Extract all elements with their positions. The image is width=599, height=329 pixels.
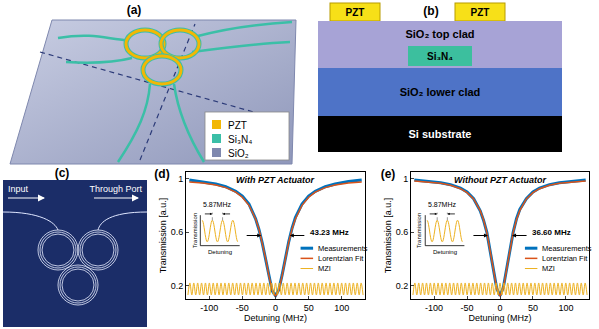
svg-text:0: 0 — [497, 303, 502, 313]
svg-text:SiO₂: SiO₂ — [228, 148, 249, 159]
svg-text:Measurements: Measurements — [542, 244, 592, 253]
svg-text:With PZT Actuator: With PZT Actuator — [236, 175, 315, 185]
svg-text:0.6: 0.6 — [171, 227, 184, 237]
svg-text:Transmission: Transmission — [192, 213, 198, 248]
svg-text:Detuning (MHz): Detuning (MHz) — [244, 313, 307, 323]
svg-text:Through Port: Through Port — [89, 184, 142, 194]
svg-text:Detuning (MHz): Detuning (MHz) — [468, 313, 531, 323]
svg-text:0.6: 0.6 — [396, 227, 409, 237]
svg-text:Si₃N₄: Si₃N₄ — [228, 134, 252, 145]
svg-text:-100: -100 — [425, 303, 443, 313]
svg-text:Detuning: Detuning — [208, 249, 232, 255]
svg-text:Input: Input — [8, 184, 29, 194]
svg-text:(a): (a) — [127, 3, 142, 17]
svg-text:Without PZT Actuator: Without PZT Actuator — [454, 175, 547, 185]
svg-text:Transmission: Transmission — [416, 213, 422, 248]
svg-text:PZT: PZT — [228, 120, 247, 131]
svg-text:100: 100 — [558, 303, 573, 313]
svg-text:-100: -100 — [200, 303, 218, 313]
svg-text:Si substrate: Si substrate — [409, 128, 472, 140]
svg-text:(d): (d) — [154, 167, 169, 181]
svg-text:0.2: 0.2 — [396, 281, 409, 291]
svg-text:50: 50 — [528, 303, 538, 313]
svg-text:50: 50 — [304, 303, 314, 313]
svg-text:(c): (c) — [55, 166, 70, 180]
svg-text:-50: -50 — [236, 303, 249, 313]
svg-text:Lorentzian Fit: Lorentzian Fit — [318, 254, 364, 263]
svg-text:(e): (e) — [381, 167, 396, 181]
svg-text:5.87MHz: 5.87MHz — [428, 201, 457, 208]
svg-text:Transmission [a.u.]: Transmission [a.u.] — [383, 198, 393, 274]
svg-text:PZT: PZT — [346, 7, 365, 18]
svg-text:0: 0 — [273, 303, 278, 313]
svg-text:MZI: MZI — [318, 264, 331, 273]
svg-text:1: 1 — [178, 174, 183, 184]
svg-text:SiO₂ top clad: SiO₂ top clad — [405, 28, 474, 40]
svg-text:0.2: 0.2 — [171, 281, 184, 291]
svg-text:Measurements: Measurements — [318, 244, 368, 253]
svg-text:100: 100 — [334, 303, 349, 313]
svg-text:1: 1 — [403, 174, 408, 184]
svg-text:36.60 MHz: 36.60 MHz — [532, 228, 571, 237]
svg-text:5.87MHz: 5.87MHz — [203, 201, 232, 208]
svg-text:(b): (b) — [423, 4, 438, 18]
svg-text:Si₃N₄: Si₃N₄ — [427, 51, 453, 62]
svg-text:SiO₂ lower clad: SiO₂ lower clad — [400, 86, 481, 98]
svg-text:MZI: MZI — [542, 264, 555, 273]
svg-text:Transmission [a.u.]: Transmission [a.u.] — [158, 198, 168, 274]
svg-text:Detuning: Detuning — [433, 249, 457, 255]
svg-text:-50: -50 — [461, 303, 474, 313]
svg-text:43.23 MHz: 43.23 MHz — [310, 228, 349, 237]
svg-text:Lorentzian Fit: Lorentzian Fit — [542, 254, 588, 263]
svg-text:PZT: PZT — [471, 7, 490, 18]
